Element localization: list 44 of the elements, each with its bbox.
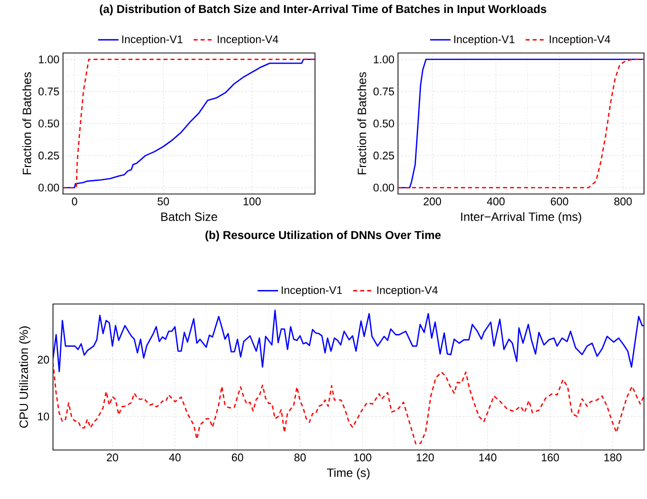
legend-label: Inception-V4 xyxy=(377,286,438,296)
x-tick-label: 0 xyxy=(72,198,78,206)
x-tick-label: 800 xyxy=(614,198,632,206)
x-tick-label: 20 xyxy=(106,454,118,462)
legend-label: Inception-V4 xyxy=(550,35,610,46)
y-axis-title: CPU Utilization (%) xyxy=(19,326,30,428)
x-tick-label: 160 xyxy=(542,454,559,462)
y-tick-label: 0.75 xyxy=(373,88,394,96)
y-tick-label: 0.25 xyxy=(38,152,59,160)
x-axis-title: Inter−Arrival Time (ms) xyxy=(461,212,582,224)
y-tick-label: 0.00 xyxy=(373,184,394,192)
y-tick-label: 10 xyxy=(38,412,50,420)
y-tick-label: 20 xyxy=(38,356,50,364)
x-tick-label: 200 xyxy=(424,198,442,206)
y-tick-label: 1.00 xyxy=(38,56,60,64)
legend-label: Inception-V4 xyxy=(218,35,278,46)
y-tick-label: 0.50 xyxy=(38,120,60,128)
x-tick-label: 50 xyxy=(158,198,169,206)
y-axis-title: Fraction of Batches xyxy=(357,72,366,174)
x-tick-label: 140 xyxy=(479,454,496,462)
y-tick-label: 0.25 xyxy=(373,152,394,160)
y-axis-title: Fraction of Batches xyxy=(22,72,32,174)
legend-label: Inception-V1 xyxy=(454,35,514,46)
x-axis-title: Time (s) xyxy=(327,468,370,480)
x-axis-title: Batch Size xyxy=(161,212,218,221)
x-tick-label: 120 xyxy=(416,454,434,462)
x-tick-label: 600 xyxy=(550,198,568,206)
y-tick-label: 0.50 xyxy=(373,120,394,128)
chart-title: (b) Resource Utilization of DNNs Over Time xyxy=(205,230,441,242)
legend-label: Inception-V1 xyxy=(282,286,342,296)
line-series xyxy=(53,362,644,444)
chart-title: (a) Distribution of Batch Size and Inter-Arrival Time of Batches in Input Workloads xyxy=(100,4,546,16)
x-tick-label: 400 xyxy=(486,198,505,206)
x-tick-label: 100 xyxy=(354,454,372,462)
line-series xyxy=(53,310,644,372)
x-tick-label: 60 xyxy=(232,454,244,462)
y-tick-label: 1.00 xyxy=(374,56,394,64)
x-tick-label: 40 xyxy=(169,454,181,462)
legend-label: Inception-V1 xyxy=(122,35,182,46)
y-tick-label: 0.75 xyxy=(38,88,59,96)
x-tick-label: 100 xyxy=(244,198,261,206)
x-tick-label: 80 xyxy=(294,454,306,462)
x-tick-label: 180 xyxy=(604,454,622,462)
y-tick-label: 0.00 xyxy=(38,184,60,192)
